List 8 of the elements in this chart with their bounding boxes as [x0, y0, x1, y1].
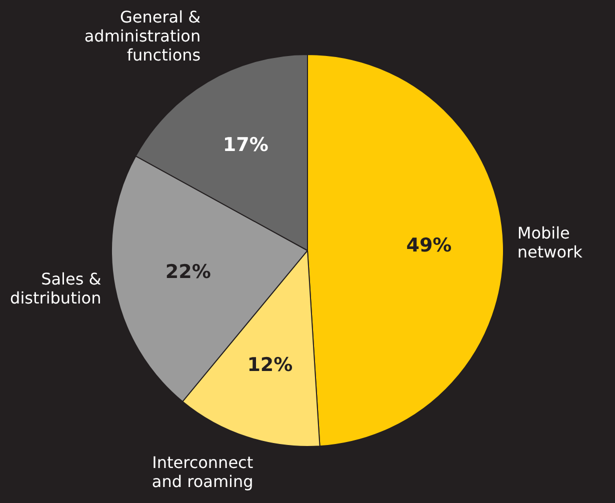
- slice-label: Sales & distribution: [10, 270, 102, 308]
- data-label: 12%: [247, 354, 293, 376]
- data-label: 17%: [222, 134, 268, 156]
- slice-label: Mobile network: [517, 224, 584, 262]
- slice-label: Interconnect and roaming: [152, 452, 254, 491]
- data-label: 22%: [165, 261, 211, 284]
- data-label: 49%: [406, 234, 452, 257]
- slice-label: General & administration functions: [84, 7, 201, 64]
